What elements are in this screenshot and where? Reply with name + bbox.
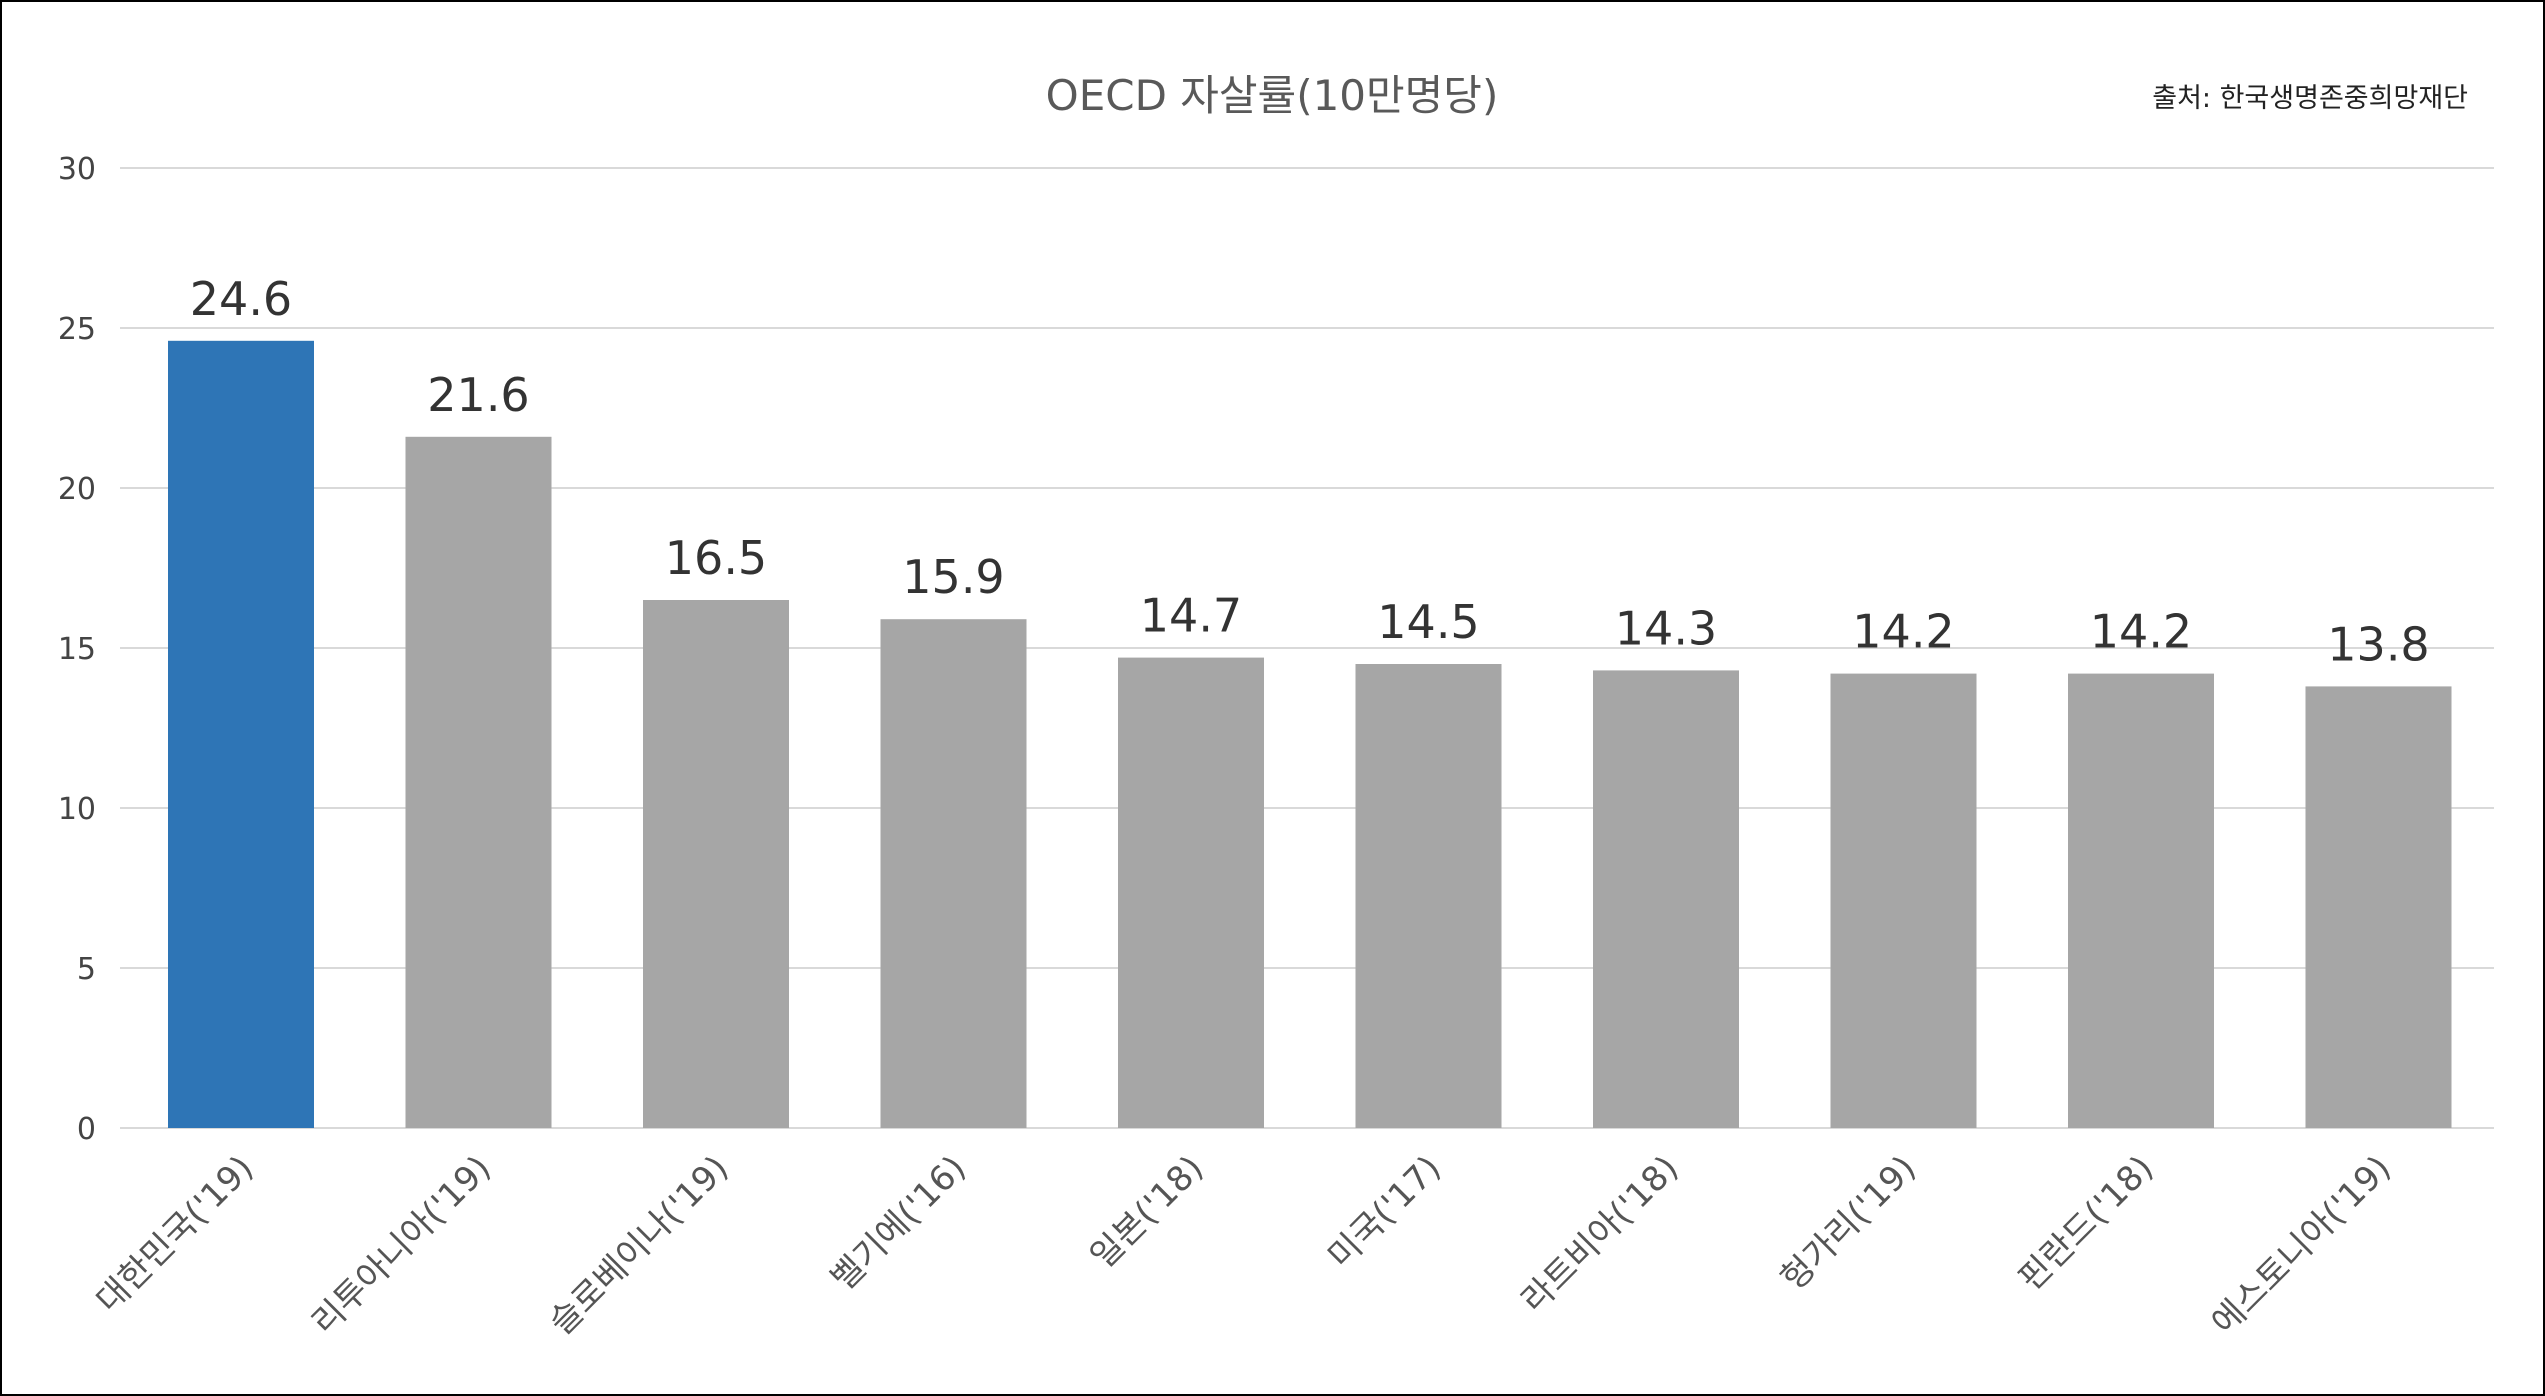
data-label: 13.8 — [2327, 617, 2429, 671]
x-tick-label: 슬로베이나('19) — [542, 1148, 737, 1343]
x-tick-label: 핀란드('18) — [2011, 1148, 2162, 1299]
bar — [1355, 664, 1502, 1128]
x-axis-ticks: 대한민국('19) 리투아니아('19) 슬로베이나('19) 벨기에('16) 일본(… — [89, 1148, 2399, 1343]
bar — [2068, 673, 2214, 1128]
x-tick-label: 일본('18) — [1083, 1148, 1211, 1276]
x-tick-label: 미국('17) — [1320, 1148, 1448, 1276]
y-tick-label: 15 — [58, 632, 96, 667]
bar — [1830, 673, 1977, 1128]
data-label: 24.6 — [190, 272, 292, 326]
y-tick-label: 5 — [77, 952, 96, 987]
y-tick-label: 25 — [58, 312, 96, 347]
bar — [405, 436, 552, 1128]
bar — [643, 600, 789, 1128]
x-tick-label: 에스토니아('19) — [2204, 1148, 2399, 1343]
chart-title: OECD 자살률(10만명당) — [1046, 71, 1499, 120]
data-label: 14.2 — [1852, 605, 1954, 659]
bar — [2305, 686, 2452, 1128]
y-tick-label: 0 — [77, 1112, 96, 1147]
chart-source: 출처: 한국생명존중희망재단 — [2152, 83, 2468, 114]
x-tick-label: 리투아니아('19) — [304, 1148, 499, 1343]
bar — [880, 619, 1027, 1128]
x-tick-label: 벨기에('16) — [823, 1148, 974, 1299]
bar — [1118, 657, 1264, 1128]
y-tick-label: 20 — [58, 472, 96, 507]
bars — [168, 340, 2452, 1128]
data-label: 16.5 — [665, 531, 767, 585]
y-tick-label: 10 — [58, 792, 96, 827]
data-label: 14.3 — [1615, 601, 1717, 655]
bar — [1593, 670, 1739, 1128]
data-labels: 24.6 21.6 16.5 15.9 14.7 14.5 14.3 14.2 14.2 13.8 — [190, 272, 2430, 672]
data-label: 14.2 — [2090, 605, 2192, 659]
data-label: 14.7 — [1140, 589, 1242, 643]
x-tick-label: 라트비아('18) — [1514, 1148, 1687, 1321]
y-axis-ticks: 0 5 10 15 20 25 30 — [58, 152, 96, 1147]
data-label: 14.5 — [1377, 595, 1479, 649]
y-tick-label: 30 — [58, 152, 96, 187]
x-tick-label: 헝가리('19) — [1773, 1148, 1924, 1299]
data-label: 21.6 — [427, 368, 529, 422]
x-tick-label: 대한민국('19) — [89, 1148, 262, 1321]
data-label: 15.9 — [902, 550, 1004, 604]
bar — [168, 340, 314, 1128]
